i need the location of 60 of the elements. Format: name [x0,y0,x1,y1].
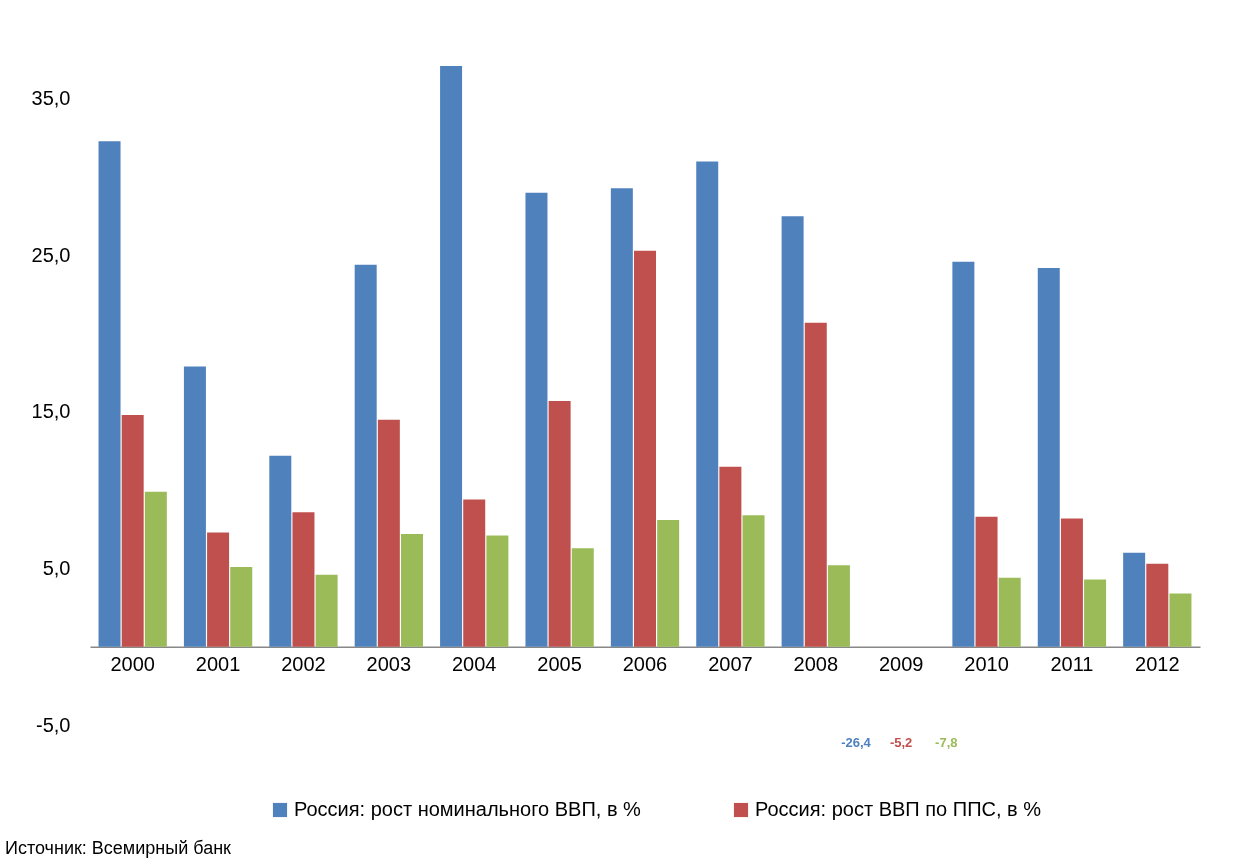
text: Источник: Всемирный банк [5,838,232,858]
bar [952,261,975,647]
bar [401,534,423,647]
bar [1146,563,1169,647]
bar [292,512,315,647]
bar [1123,552,1146,647]
bar [548,401,571,647]
bar [121,415,144,647]
y-tick-label: 5,0 [42,556,71,579]
bar [315,574,338,647]
bar [144,491,167,647]
bar [998,577,1021,647]
bar [657,519,680,647]
x-tick-label: 2002 [281,653,326,676]
x-tick-label: 2009 [878,653,924,676]
bar [610,188,633,647]
x-tick-label: 2012 [1135,653,1180,676]
bar [827,565,850,647]
bar [377,419,400,647]
bar [207,532,230,647]
bar [486,535,509,647]
bar [696,161,719,647]
x-tick-label: 2007 [708,653,753,676]
text: -7,8 [935,735,958,750]
bar [1060,518,1083,647]
bar [1169,593,1192,647]
bar [719,466,742,647]
x-tick-label: 2011 [1050,653,1094,676]
x-tick-label: 2000 [110,653,155,676]
bar [98,141,121,647]
x-tick-label: 2005 [537,653,582,676]
bar [354,264,377,647]
text: -5,2 [889,735,913,750]
bar [269,455,292,647]
bar [571,548,594,647]
bar [1037,267,1060,647]
text: -26,4 [841,735,871,750]
bar [781,216,804,647]
x-tick-label: 2010 [964,653,1009,676]
legend-label: Россия: рост номинального ВВП, в % [294,798,642,820]
bar [634,250,656,647]
bar [183,366,206,647]
x-tick-label: 2004 [451,653,497,676]
x-tick-label: 2003 [366,653,412,676]
bar [525,192,548,647]
y-tick-label: 15,0 [31,400,71,423]
x-tick-label: 2001 [195,653,241,676]
bar [1084,579,1107,647]
bar [975,516,998,647]
bar [463,499,486,647]
x-tick-label: 2008 [793,653,839,676]
bar [440,66,463,647]
legend-label: Россия: рост ВВП по ППС, в % [755,798,1042,820]
y-tick-label: 25,0 [31,243,71,266]
x-tick-label: 2006 [622,653,668,676]
bar [804,322,827,647]
y-tick-label: 35,0 [31,87,71,110]
bar [230,566,253,647]
y-tick-label: -5,0 [36,713,71,736]
bar [742,515,765,647]
